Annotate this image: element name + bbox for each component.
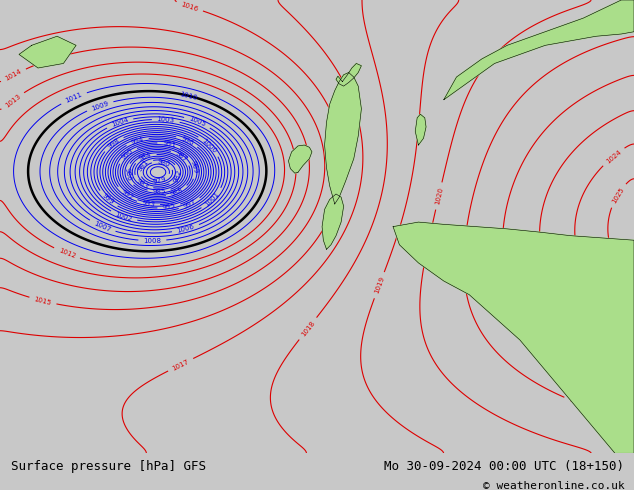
Text: 979: 979 xyxy=(153,175,167,185)
Text: 987: 987 xyxy=(174,150,188,163)
Text: Mo 30-09-2024 00:00 UTC (18+150): Mo 30-09-2024 00:00 UTC (18+150) xyxy=(384,460,624,473)
Text: 989: 989 xyxy=(190,160,198,174)
Text: 986: 986 xyxy=(124,168,132,182)
Text: 1007: 1007 xyxy=(93,220,112,233)
Text: 1013: 1013 xyxy=(4,93,22,109)
Text: 1009: 1009 xyxy=(91,100,110,112)
Text: 1017: 1017 xyxy=(171,358,190,371)
Text: 1010: 1010 xyxy=(179,91,198,100)
Text: 1018: 1018 xyxy=(300,319,316,338)
Text: 1001: 1001 xyxy=(204,191,221,208)
Text: 998: 998 xyxy=(107,137,120,150)
Text: 1002: 1002 xyxy=(114,211,133,222)
Text: 1016: 1016 xyxy=(180,1,199,12)
Text: 1000: 1000 xyxy=(201,137,218,154)
Polygon shape xyxy=(444,0,634,99)
Polygon shape xyxy=(19,36,76,68)
Text: 991: 991 xyxy=(162,140,176,148)
Text: 1019: 1019 xyxy=(373,276,385,294)
Polygon shape xyxy=(288,145,312,173)
Text: 999: 999 xyxy=(101,193,115,206)
Text: 1003: 1003 xyxy=(157,116,175,124)
Text: 1008: 1008 xyxy=(143,238,162,244)
Text: 1015: 1015 xyxy=(34,296,52,306)
Text: 981: 981 xyxy=(136,159,150,173)
Text: 997: 997 xyxy=(182,198,197,210)
Text: 996: 996 xyxy=(180,135,195,147)
Text: 985: 985 xyxy=(152,188,166,195)
Text: 983: 983 xyxy=(135,178,150,190)
Text: 984: 984 xyxy=(138,151,153,162)
Text: 1011: 1011 xyxy=(64,92,83,104)
Polygon shape xyxy=(336,64,361,86)
Text: 992: 992 xyxy=(120,188,134,201)
Text: 1021: 1021 xyxy=(568,396,586,409)
Polygon shape xyxy=(393,222,634,453)
Polygon shape xyxy=(325,73,361,204)
Text: 1004: 1004 xyxy=(110,117,129,128)
Polygon shape xyxy=(322,194,344,249)
Text: 1023: 1023 xyxy=(607,334,626,347)
Text: 995: 995 xyxy=(162,203,176,211)
Text: 980: 980 xyxy=(156,158,171,168)
Text: © weatheronline.co.uk: © weatheronline.co.uk xyxy=(482,481,624,490)
Text: 994: 994 xyxy=(130,136,145,146)
Text: 993: 993 xyxy=(141,200,155,208)
Text: 1024: 1024 xyxy=(605,148,622,164)
Text: 1025: 1025 xyxy=(611,186,625,204)
Text: 988: 988 xyxy=(170,187,184,198)
Text: Surface pressure [hPa] GFS: Surface pressure [hPa] GFS xyxy=(11,460,207,473)
Text: 1014: 1014 xyxy=(4,69,23,82)
Text: 1005: 1005 xyxy=(188,116,207,128)
Text: 1020: 1020 xyxy=(434,187,444,205)
Polygon shape xyxy=(415,114,426,145)
Text: 1012: 1012 xyxy=(58,247,76,260)
Text: 1022: 1022 xyxy=(605,370,624,382)
Text: 990: 990 xyxy=(120,148,134,161)
Text: 1006: 1006 xyxy=(176,224,195,234)
Text: 982: 982 xyxy=(172,168,183,183)
